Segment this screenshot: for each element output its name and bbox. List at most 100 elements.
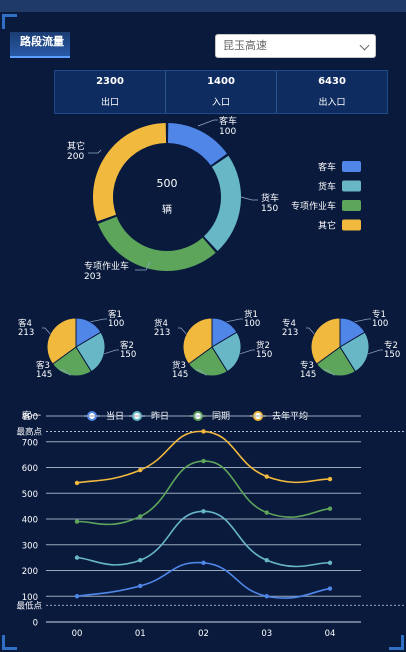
series-point [327,560,333,565]
pie-slice-label: 客3 [36,360,50,371]
y-tick-label: 500 [22,490,38,500]
donut-slice [167,123,227,166]
frame-corner-bottom-left [2,635,17,650]
pie-slice-value: 213 [282,328,298,338]
pie-slice-value: 100 [244,319,260,329]
stat-value: 6430 [318,76,346,87]
pie-slice-value: 150 [120,350,136,360]
donut-label-line [88,149,102,154]
donut-slice-label: 客车 [219,115,237,127]
pie-slice-label: 专4 [282,318,296,329]
x-tick-label: 02 [198,629,209,639]
series-line [76,510,331,568]
pie-slice-label: 货1 [244,309,258,320]
donut-center-unit: 辆 [162,203,172,216]
donut-label-line [197,119,218,127]
pie-slice-value: 150 [384,350,400,360]
donut-slice [93,123,167,222]
pie-slice-value: 213 [154,328,170,338]
series-point [201,560,206,565]
series-point [138,558,143,563]
y-tick-label: 400 [22,516,38,526]
pie-slice-label: 专3 [300,360,314,371]
pie-slice-value: 145 [300,370,316,380]
pie-label-line [324,369,335,376]
y-tick-label: 700 [22,438,38,448]
pie-slice [211,331,242,373]
series-point [327,476,333,482]
series-point [264,474,269,479]
donut-slice-label: 其它 [67,140,85,152]
line-chart-title: 客一 [22,410,42,422]
donut-slice-value: 150 [261,204,278,214]
stat-value: 1400 [207,76,235,87]
stat-label: 入口 [211,98,230,108]
donut-slice-label: 专项作业车 [84,260,129,272]
pie-slice [46,317,77,365]
donut-slice [98,216,216,272]
stat-label: 出口 [100,98,119,108]
donut-label-line [135,261,151,271]
y-tick-label: 800 [22,413,38,423]
pie-slice-label: 专1 [372,309,386,320]
x-tick-label: 04 [325,629,336,639]
pie-slice-label: 客2 [120,340,134,351]
frame-corner-top-left [2,14,17,29]
series-point [327,586,333,591]
legend-swatch [342,180,361,192]
stat-entrance-exit: 6430 出入口 [276,71,387,113]
pie-label-line [240,349,255,355]
series-point [138,467,143,473]
y-tick-label: 300 [22,541,38,551]
x-tick-label: 00 [72,629,83,639]
donut-slice-value: 100 [219,127,236,137]
series-point [74,480,80,486]
pie-slice-value: 100 [372,319,388,329]
legend-swatch [342,219,361,231]
series-point [138,514,143,519]
y-tick-label: 200 [22,567,38,577]
stat-label: 出入口 [318,98,346,108]
pie-slice [182,317,213,365]
annotation-label: 最高点 [16,426,42,437]
stat-exit: 2300 出口 [55,71,165,113]
series-line [76,561,331,599]
legend-swatch [342,200,361,211]
frame-corner-bottom-right [389,635,404,650]
series-point [327,506,333,511]
pie-slice [310,317,341,365]
series-point [74,594,80,599]
pie-slice [339,331,370,373]
series-point [74,555,80,560]
pie-label-line [226,318,243,323]
stats-bar: 2300 出口 1400 入口 6430 出入口 [54,70,388,114]
series-point [201,458,206,464]
pie-label-line [354,318,371,323]
y-tick-label: 100 [22,593,38,603]
series-point [201,429,206,434]
pie-label-line [104,349,119,355]
panel-title: 路段流量 [10,32,70,58]
pie-slice-label: 客1 [108,309,122,320]
pie-slice-label: 货3 [172,360,186,371]
series-line [76,430,331,484]
pie-label-line [196,369,207,376]
pie-slice-label: 货4 [154,318,168,329]
legend-label: 客车 [318,161,336,173]
donut-slice-value: 200 [67,152,84,162]
annotation-label: 最低点 [16,600,42,611]
pie-label-line [90,318,107,323]
donut-slice [203,155,241,251]
series-line [76,460,331,526]
donut-center-value: 500 [157,177,178,190]
road-select[interactable]: 昆玉高速 [215,34,376,58]
pie-slice-value: 150 [256,350,272,360]
y-tick-label: 600 [22,464,38,474]
stat-value: 2300 [96,76,124,87]
legend-label: 同期 [212,411,230,422]
pie-slice [75,331,106,373]
donut-slice-label: 货车 [261,192,279,204]
pie-slice-value: 145 [172,370,188,380]
pie-label-line [368,349,383,355]
